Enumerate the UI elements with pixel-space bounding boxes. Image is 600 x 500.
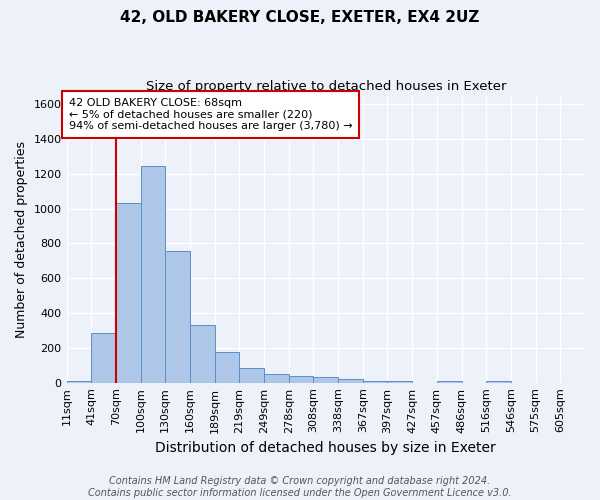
Bar	[338, 379, 363, 382]
Text: 42 OLD BAKERY CLOSE: 68sqm
← 5% of detached houses are smaller (220)
94% of semi: 42 OLD BAKERY CLOSE: 68sqm ← 5% of detac…	[69, 98, 353, 132]
Bar	[116, 202, 140, 382]
Bar	[313, 378, 338, 382]
Bar	[165, 252, 190, 382]
Bar	[437, 380, 461, 382]
Bar	[239, 368, 264, 382]
X-axis label: Distribution of detached houses by size in Exeter: Distribution of detached houses by size …	[155, 441, 496, 455]
Bar	[264, 374, 289, 382]
Title: Size of property relative to detached houses in Exeter: Size of property relative to detached ho…	[146, 80, 506, 93]
Bar	[190, 326, 215, 382]
Bar	[289, 376, 313, 382]
Bar	[91, 333, 116, 382]
Bar	[363, 380, 388, 382]
Bar	[388, 381, 412, 382]
Bar	[67, 381, 91, 382]
Text: Contains HM Land Registry data © Crown copyright and database right 2024.
Contai: Contains HM Land Registry data © Crown c…	[88, 476, 512, 498]
Y-axis label: Number of detached properties: Number of detached properties	[15, 140, 28, 338]
Bar	[486, 380, 511, 382]
Bar	[140, 166, 165, 382]
Bar	[215, 352, 239, 382]
Text: 42, OLD BAKERY CLOSE, EXETER, EX4 2UZ: 42, OLD BAKERY CLOSE, EXETER, EX4 2UZ	[121, 10, 479, 25]
